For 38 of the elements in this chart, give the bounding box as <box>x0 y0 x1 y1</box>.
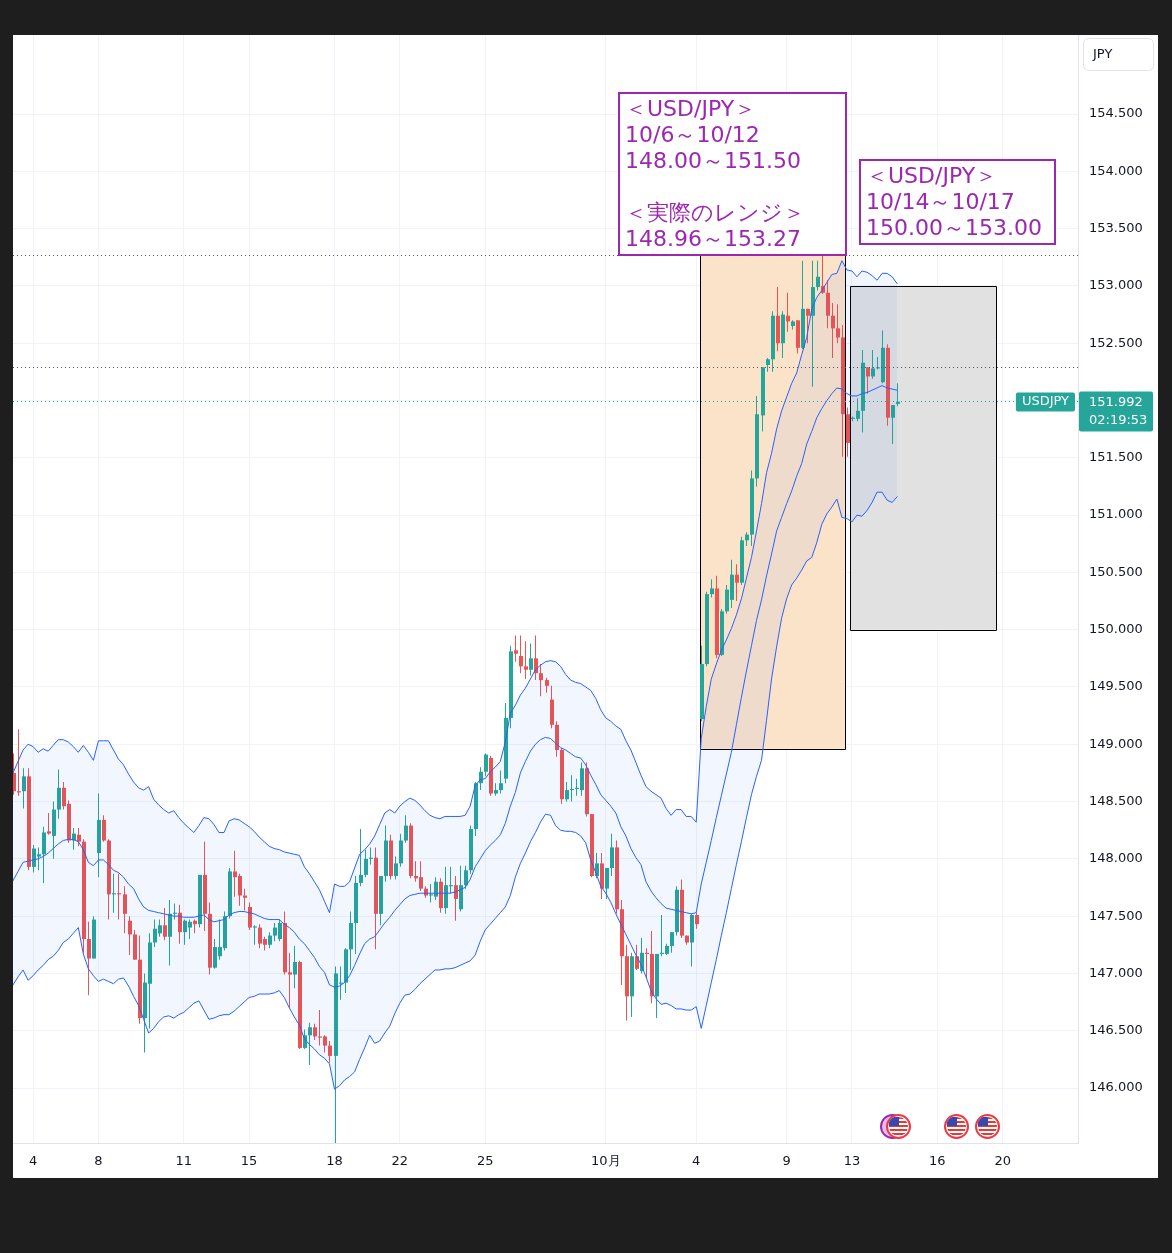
x-tick-label: 15 <box>240 1153 258 1169</box>
x-tick-label: 10月 <box>591 1153 621 1169</box>
y-tick-label: 150.500 <box>1089 563 1143 579</box>
y-tick-label: 149.000 <box>1089 735 1143 751</box>
x-tick-label: 25 <box>476 1153 494 1169</box>
x-tick-label: 9 <box>782 1153 791 1169</box>
band-label: ＜USD/JPY＞ 10/14～10/17 150.00～153.00 <box>866 162 1042 240</box>
y-tick-label: 147.000 <box>1089 964 1143 980</box>
y-tick-label: 154.000 <box>1089 162 1143 178</box>
x-tick-label: 18 <box>326 1153 343 1169</box>
text: ＜USD/JPY＞ 10/6～10/12 148.00～151.50 ＜実際のレンジ＞ 148.96～153.27 <box>625 95 805 251</box>
y-tick-label: 153.500 <box>1089 220 1143 236</box>
text: 151.992 <box>1089 393 1143 409</box>
text: 02:19:53 <box>1089 411 1148 427</box>
x-tick-label: 16 <box>929 1153 946 1169</box>
x-tick-label: 13 <box>843 1153 861 1169</box>
candlestick <box>288 952 292 1008</box>
y-tick-label: 151.500 <box>1089 449 1143 465</box>
y-tick-label: 146.000 <box>1089 1079 1143 1095</box>
y-tick-label: 154.500 <box>1089 105 1143 121</box>
y-tick-label: 152.500 <box>1089 334 1143 350</box>
x-tick-label: 4 <box>692 1153 701 1169</box>
x-tick-label: 8 <box>94 1153 103 1169</box>
y-tick-label: 149.500 <box>1089 678 1143 694</box>
y-tick-label: 147.500 <box>1089 907 1143 923</box>
y-tick-label: 153.000 <box>1089 277 1143 293</box>
y-axis-title: JPY <box>1092 46 1113 62</box>
x-tick-label: 4 <box>28 1153 38 1169</box>
y-tick-label: 146.500 <box>1089 1022 1143 1038</box>
y-tick-label: 151.000 <box>1089 506 1143 522</box>
candlestick <box>253 925 257 945</box>
y-tick-label: 150.000 <box>1089 621 1143 637</box>
y-tick-label: 148.500 <box>1089 792 1143 808</box>
x-tick-label: 22 <box>391 1153 409 1169</box>
y-tick-label: 148.000 <box>1089 850 1143 866</box>
ref-line-label: USDJPY <box>1021 393 1070 409</box>
x-tick-label: 20 <box>994 1153 1011 1169</box>
x-tick-label: 11 <box>175 1153 193 1169</box>
